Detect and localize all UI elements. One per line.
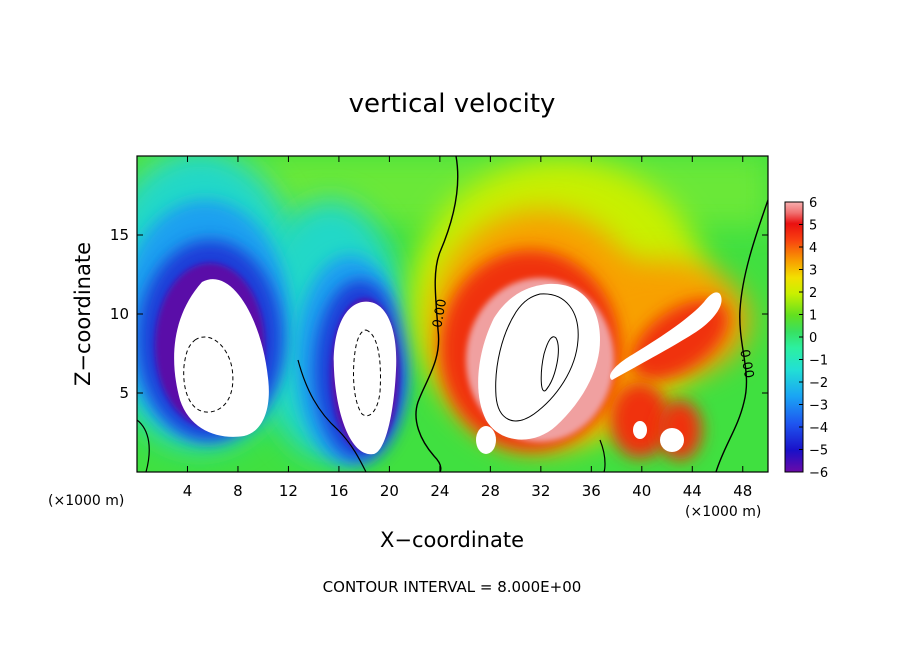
- x-tick-label: 4: [183, 482, 193, 500]
- colorbar-ticks: 6 5 4 3 2 1 0 −1 −2 −3 −4 −5 −6: [799, 196, 828, 481]
- colorbar-tick-label: 1: [809, 309, 817, 324]
- x-tick-label: 40: [632, 482, 651, 500]
- y-axis-ticks: 5 10 15: [110, 226, 768, 402]
- colorbar-tick-label: 5: [809, 219, 817, 234]
- y-tick-label: 5: [119, 384, 129, 402]
- x-axis-label: X−coordinate: [380, 528, 524, 552]
- x-tick-label: 24: [430, 482, 449, 500]
- contour-label: 0.00: [430, 298, 450, 329]
- x-tick-label: 44: [683, 482, 702, 500]
- colorbar-tick-label: −2: [809, 376, 828, 391]
- colorbar-tick-label: −6: [809, 466, 828, 481]
- colorbar-tick-label: 0: [809, 331, 817, 346]
- colorbar-tick-label: 4: [809, 241, 817, 256]
- colorbar-tick-label: 6: [809, 196, 817, 211]
- colorbar-tick-label: −5: [809, 444, 828, 459]
- plot-field: [137, 156, 768, 472]
- colorbar-tick-label: −3: [809, 399, 828, 414]
- colorbar-tick-label: −4: [809, 421, 828, 436]
- x-tick-label: 28: [481, 482, 500, 500]
- contour-labels: 0.00 0.00: [430, 298, 756, 380]
- x-unit-right: (×1000 m): [685, 504, 761, 520]
- colorbar: 6 5 4 3 2 1 0 −1 −2 −3 −4 −5 −6: [784, 196, 828, 481]
- contour-interval-note: CONTOUR INTERVAL = 8.000E+00: [323, 578, 582, 596]
- x-tick-label: 12: [279, 482, 298, 500]
- colorbar-tick-label: −1: [809, 354, 828, 369]
- x-tick-label: 36: [582, 482, 601, 500]
- x-axis-ticks: 4 8 12 16 20 24 28 32 36 40 44 48: [183, 156, 752, 500]
- contour-label: 0.00: [736, 348, 756, 379]
- x-tick-label: 8: [233, 482, 243, 500]
- colorbar-tick-label: 3: [809, 264, 817, 279]
- x-tick-label: 48: [733, 482, 752, 500]
- chart-title: vertical velocity: [349, 89, 556, 119]
- y-tick-label: 10: [110, 305, 129, 323]
- x-tick-label: 16: [329, 482, 348, 500]
- x-tick-label: 32: [531, 482, 550, 500]
- colorbar-tick-label: 2: [809, 286, 817, 301]
- x-tick-label: 20: [380, 482, 399, 500]
- x-unit-left: (×1000 m): [48, 493, 124, 509]
- y-axis-label: Z−coordinate: [71, 242, 95, 386]
- y-tick-label: 15: [110, 226, 129, 244]
